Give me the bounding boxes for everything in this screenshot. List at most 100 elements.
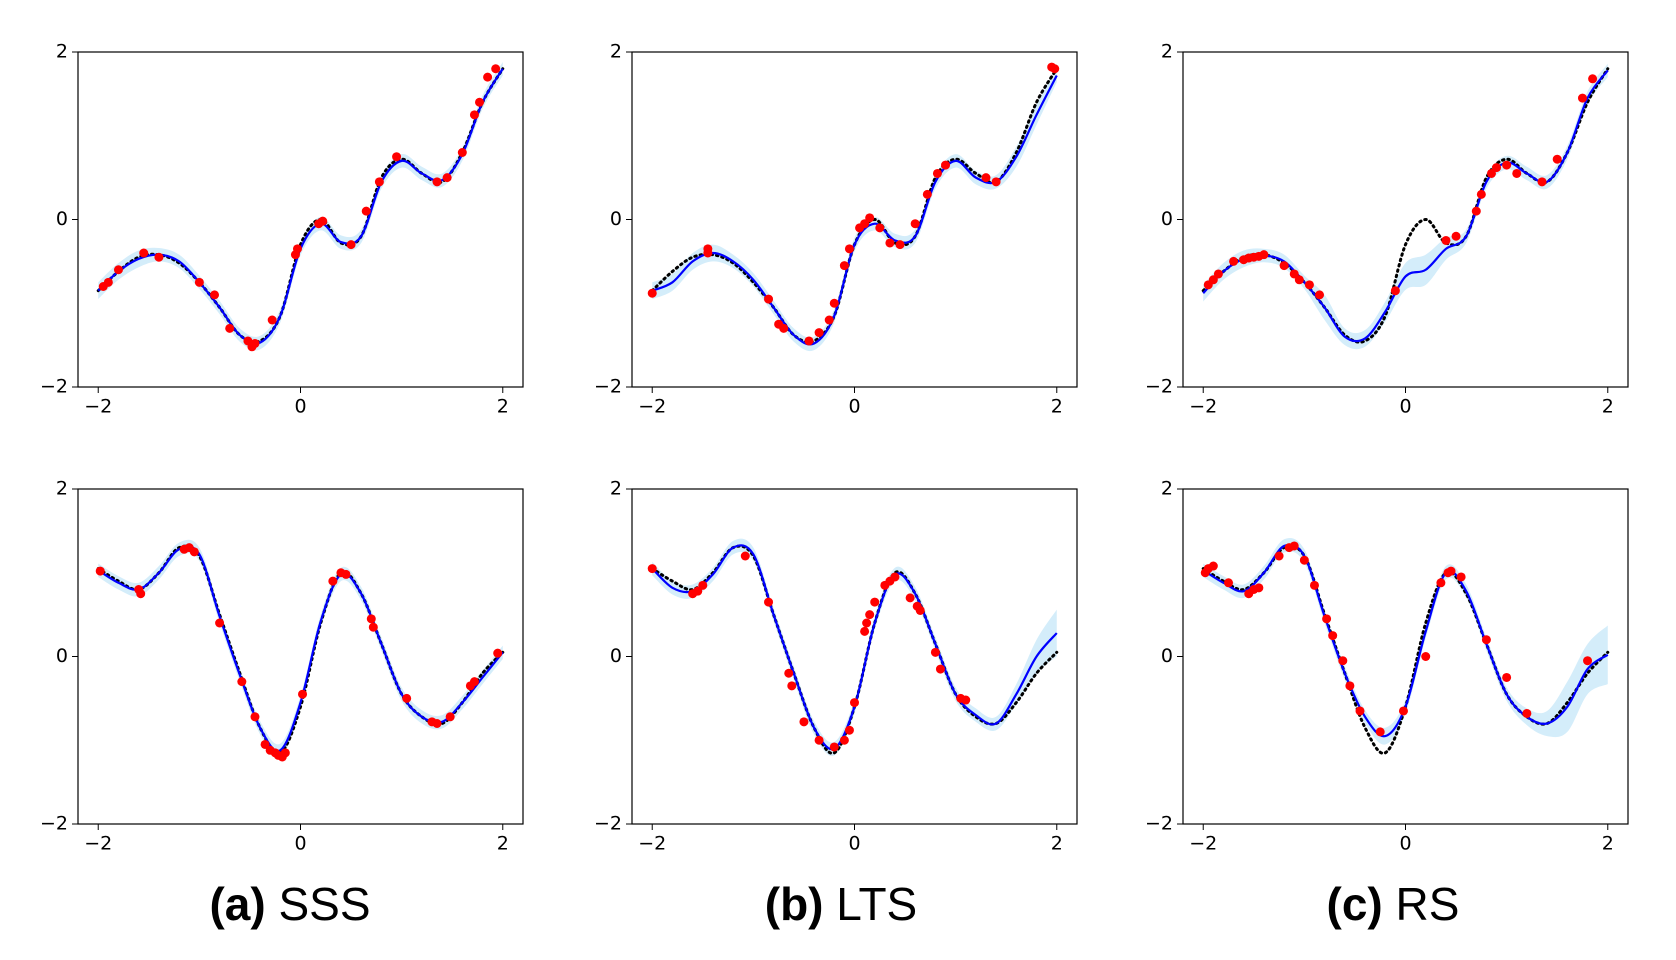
observation bbox=[895, 240, 905, 250]
observation bbox=[260, 739, 270, 749]
observation bbox=[1224, 578, 1234, 588]
observation bbox=[1512, 168, 1522, 178]
observation bbox=[210, 290, 220, 300]
observation bbox=[103, 277, 113, 287]
observation bbox=[328, 576, 338, 586]
observation bbox=[941, 160, 951, 170]
observation bbox=[139, 248, 149, 258]
x-tick-label: 2 bbox=[497, 396, 509, 418]
observation bbox=[457, 148, 467, 157]
observation bbox=[1322, 614, 1332, 624]
observation bbox=[113, 265, 123, 275]
observation bbox=[1436, 578, 1446, 588]
observation bbox=[890, 572, 900, 582]
observation bbox=[1299, 555, 1309, 565]
observation bbox=[844, 725, 854, 735]
observation bbox=[935, 664, 945, 674]
observation bbox=[1289, 269, 1299, 279]
observation bbox=[1229, 256, 1239, 266]
subplot: −2 0 2 −2 0 2 bbox=[1145, 478, 1629, 855]
mean-line bbox=[651, 74, 1058, 346]
observation bbox=[318, 216, 328, 226]
y-tick-label: 2 bbox=[56, 41, 68, 63]
y-tick-label: 0 bbox=[56, 208, 68, 230]
y-tick-label: −2 bbox=[1145, 813, 1173, 835]
observation bbox=[1355, 706, 1365, 716]
y-tick-label: 2 bbox=[1161, 478, 1173, 500]
observation bbox=[915, 605, 925, 615]
observation bbox=[784, 668, 794, 678]
observation bbox=[1522, 708, 1532, 718]
x-tick-label: −2 bbox=[84, 396, 112, 418]
x-tick-label: −2 bbox=[638, 833, 666, 855]
observation bbox=[860, 219, 870, 229]
observation bbox=[1315, 290, 1325, 300]
observation bbox=[850, 698, 859, 708]
observation bbox=[799, 717, 809, 727]
observation bbox=[1390, 286, 1400, 296]
observation bbox=[368, 622, 378, 632]
observation bbox=[1274, 551, 1284, 561]
observation bbox=[298, 689, 308, 699]
y-tick-label: 2 bbox=[610, 478, 622, 500]
observation bbox=[267, 315, 277, 325]
observation bbox=[740, 551, 750, 561]
observation bbox=[844, 244, 854, 254]
observation bbox=[1345, 681, 1355, 691]
x-tick-label: 0 bbox=[1399, 396, 1411, 418]
observation bbox=[491, 64, 501, 74]
observation bbox=[875, 223, 885, 233]
observation bbox=[469, 677, 479, 687]
observation bbox=[366, 614, 376, 624]
x-tick-label: 0 bbox=[294, 833, 306, 855]
x-tick-label: 2 bbox=[497, 833, 509, 855]
observation bbox=[779, 323, 789, 333]
uncertainty-band bbox=[652, 538, 1057, 756]
observation bbox=[932, 168, 942, 178]
observation bbox=[922, 189, 932, 199]
x-tick-label: 2 bbox=[1051, 396, 1063, 418]
x-tick-label: −2 bbox=[1189, 396, 1217, 418]
observation bbox=[1294, 275, 1304, 285]
caption-label: SSS bbox=[278, 878, 370, 930]
subplot: −2 0 2 −2 0 2 bbox=[594, 41, 1078, 418]
observation bbox=[1492, 163, 1502, 173]
caption-tag: (a) bbox=[209, 878, 265, 930]
observation bbox=[1588, 74, 1598, 84]
observation bbox=[215, 618, 225, 628]
subplot: −2 0 2 −2 0 2 bbox=[594, 478, 1078, 855]
y-tick-label: 2 bbox=[610, 41, 622, 63]
caption-tag: (c) bbox=[1327, 878, 1383, 930]
observation bbox=[95, 566, 105, 576]
caption: (b) LTS bbox=[765, 878, 917, 930]
observation bbox=[392, 152, 402, 162]
observation bbox=[1471, 206, 1481, 216]
caption-label: RS bbox=[1396, 878, 1460, 930]
observation bbox=[280, 748, 290, 758]
observation bbox=[154, 252, 164, 262]
observation bbox=[703, 244, 713, 254]
observation bbox=[1502, 160, 1512, 170]
y-tick-label: 0 bbox=[610, 645, 622, 667]
y-tick-label: −2 bbox=[594, 376, 622, 398]
observation bbox=[814, 735, 824, 745]
observation bbox=[870, 597, 880, 607]
x-tick-label: 0 bbox=[848, 833, 860, 855]
observation bbox=[346, 240, 356, 250]
observation bbox=[647, 288, 657, 298]
observation bbox=[1398, 706, 1408, 716]
y-tick-label: −2 bbox=[1145, 376, 1173, 398]
observation bbox=[469, 110, 479, 120]
observation bbox=[292, 244, 302, 254]
observation bbox=[483, 72, 493, 82]
observation bbox=[829, 298, 839, 308]
observation bbox=[1208, 275, 1218, 285]
x-tick-label: −2 bbox=[1189, 833, 1217, 855]
observation bbox=[839, 261, 849, 271]
observation bbox=[475, 97, 485, 107]
observation bbox=[1502, 672, 1512, 682]
caption-label: LTS bbox=[836, 878, 917, 930]
subplot: −2 0 2 −2 0 2 bbox=[40, 41, 524, 418]
observation bbox=[1537, 177, 1547, 187]
